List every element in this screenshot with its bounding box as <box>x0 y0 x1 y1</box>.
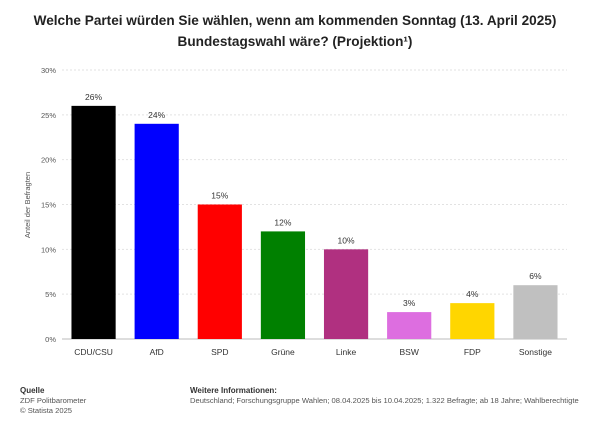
source-block: Quelle ZDF Politbarometer © Statista 202… <box>20 386 86 416</box>
info-block: Weitere Informationen: Deutschland; Fors… <box>190 386 579 406</box>
y-tick-labels: 0% 5% 10% 15% 20% 25% 30% <box>41 66 56 344</box>
y-tick-label: 15% <box>41 201 56 210</box>
value-labels: 26% 24% 15% 12% 10% 3% 4% 6% <box>85 92 542 308</box>
y-tick-label: 30% <box>41 66 56 75</box>
bar <box>260 231 306 339</box>
bars <box>71 105 558 339</box>
x-tick-label: AfD <box>150 347 164 357</box>
y-axis-label: Anteil der Befragten <box>23 172 32 238</box>
x-tick-label: Sonstige <box>519 347 552 357</box>
value-label: 6% <box>529 271 542 281</box>
bar <box>450 303 495 339</box>
y-tick-label: 10% <box>41 245 56 254</box>
x-tick-label: CDU/CSU <box>74 347 113 357</box>
y-tick-label: 20% <box>41 156 56 165</box>
value-label: 3% <box>403 298 416 308</box>
bar <box>134 123 179 339</box>
source-line-1: ZDF Politbarometer <box>20 396 87 405</box>
x-tick-labels: CDU/CSU AfD SPD Grüne Linke BSW FDP Sonstige <box>74 347 552 357</box>
x-tick-label: Linke <box>336 347 357 357</box>
bar <box>387 312 432 339</box>
bar <box>513 285 558 339</box>
value-label: 15% <box>211 191 228 201</box>
x-tick-label: Grüne <box>271 347 295 357</box>
y-tick-label: 5% <box>45 290 56 299</box>
x-tick-label: BSW <box>400 347 419 357</box>
chart-title: Welche Partei würden Sie wählen, wenn am… <box>33 13 557 49</box>
bar <box>197 204 242 339</box>
value-label: 26% <box>85 92 102 102</box>
bar <box>71 105 116 339</box>
value-label: 4% <box>466 289 479 299</box>
x-tick-label: FDP <box>464 347 481 357</box>
value-label: 24% <box>148 110 165 120</box>
value-label: 12% <box>274 217 291 227</box>
y-tick-label: 25% <box>41 111 56 120</box>
info-heading: Weitere Informationen: <box>190 386 277 395</box>
source-line-2: © Statista 2025 <box>20 406 73 415</box>
source-heading: Quelle <box>20 386 45 395</box>
info-text: Deutschland; Forschungsgruppe Wahlen; 08… <box>190 396 579 405</box>
y-tick-label: 0% <box>45 335 56 344</box>
bar <box>323 249 369 339</box>
x-tick-label: SPD <box>211 347 228 357</box>
value-label: 10% <box>338 235 355 245</box>
